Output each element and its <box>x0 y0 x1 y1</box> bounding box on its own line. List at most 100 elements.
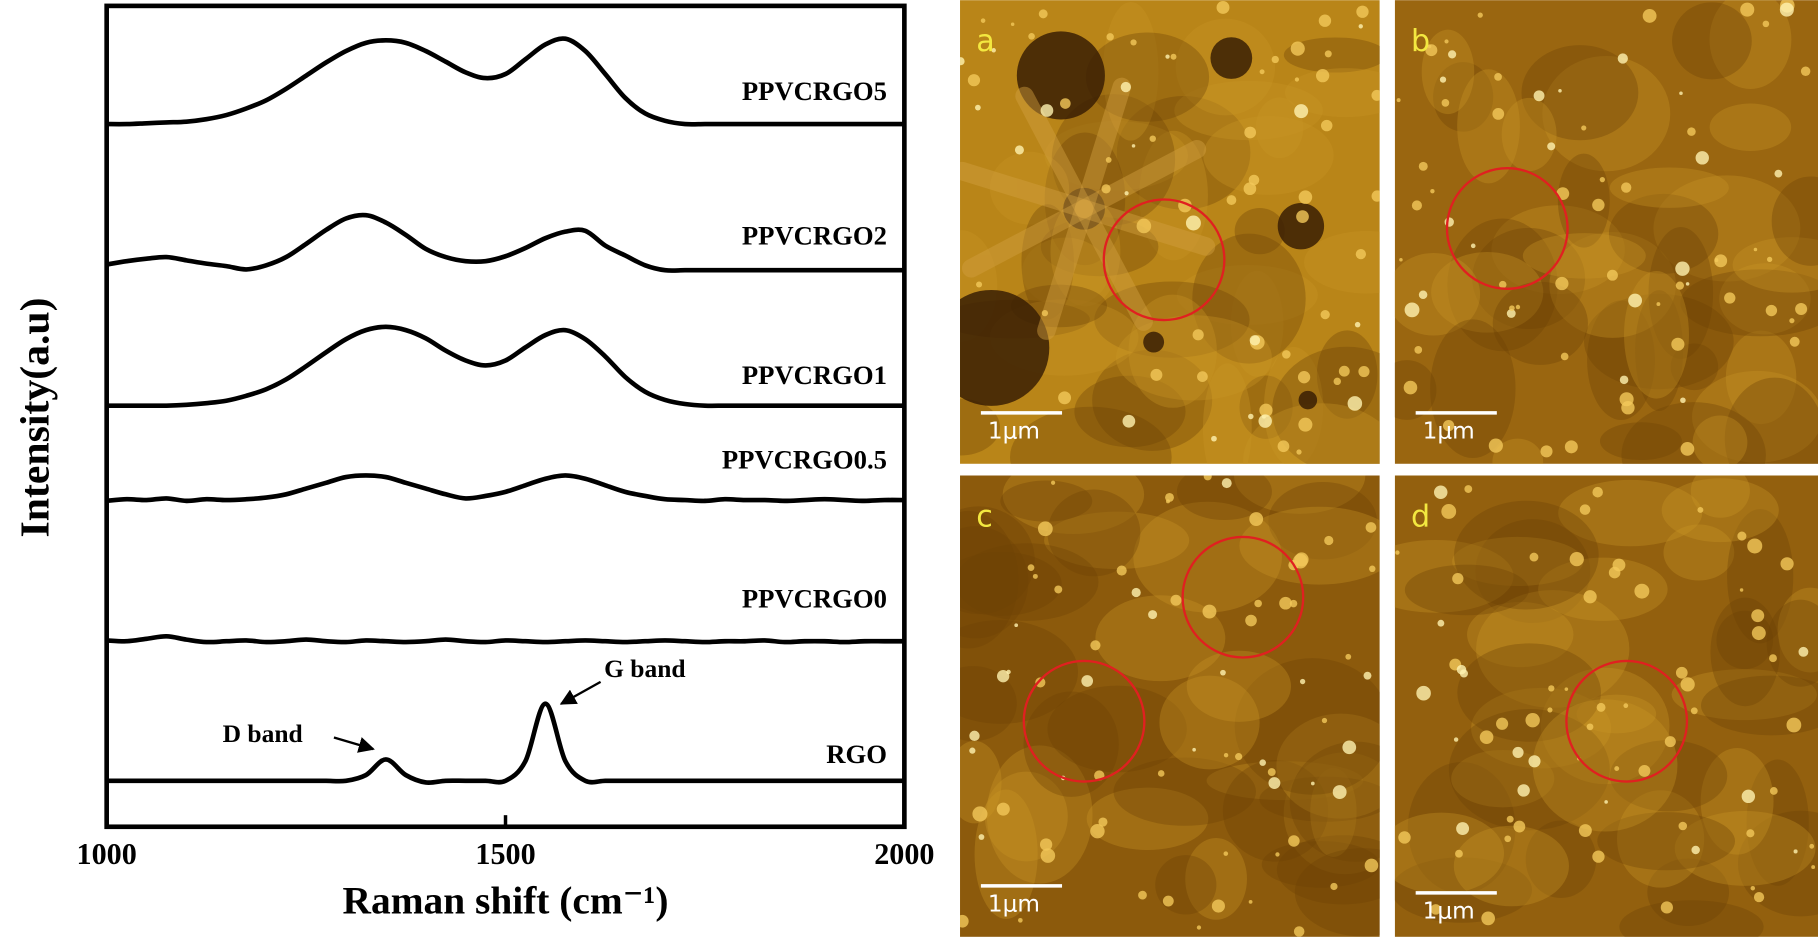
afm-particle <box>969 730 980 742</box>
afm-particle <box>1512 746 1524 758</box>
afm-shade <box>1454 500 1599 610</box>
afm-shade <box>1635 290 1684 412</box>
afm-particle <box>1444 39 1449 44</box>
afm-shade <box>1453 825 1569 907</box>
afm-shade <box>1616 790 1705 888</box>
afm-shade <box>1176 264 1318 326</box>
afm-particle <box>1795 303 1808 316</box>
afm-particle <box>1664 736 1676 748</box>
afm-particle <box>1456 664 1467 675</box>
afm-shade <box>1283 752 1380 875</box>
afm-shade <box>1133 501 1282 613</box>
afm-shade <box>1501 97 1557 172</box>
afm-particle <box>1364 858 1379 873</box>
afm-particle <box>1192 747 1196 752</box>
afm-particle <box>1149 135 1156 142</box>
afm-particle <box>1494 72 1502 81</box>
afm-particle <box>1751 609 1765 623</box>
afm-particle <box>1268 777 1281 789</box>
afm-particle <box>1746 829 1755 838</box>
afm-shade <box>1044 511 1190 570</box>
afm-pit <box>960 289 1050 406</box>
afm-particle <box>1136 218 1152 234</box>
afm-particle <box>1737 531 1747 541</box>
afm-shade <box>1737 810 1818 917</box>
afm-shade <box>1222 760 1329 862</box>
afm-shade <box>1709 103 1792 151</box>
afm-particle <box>1162 895 1174 907</box>
afm-shade <box>1576 694 1657 734</box>
series-label: PPVCRGO0 <box>742 584 887 614</box>
afm-particle <box>1398 831 1411 844</box>
afm-particle <box>1297 371 1311 384</box>
afm-particle <box>1517 784 1530 797</box>
afm-streak <box>1037 199 1094 340</box>
afm-shade <box>1095 595 1226 682</box>
afm-particle <box>978 834 985 840</box>
afm-particle <box>1259 69 1265 75</box>
afm-particle <box>1223 851 1229 856</box>
afm-particle <box>1515 304 1521 310</box>
scale-bar-label: 1μm <box>988 417 1040 444</box>
afm-particle <box>1690 707 1698 715</box>
afm-shade <box>1692 370 1818 463</box>
afm-particle <box>1560 352 1569 361</box>
afm-particle <box>1811 865 1816 870</box>
afm-particle <box>1249 512 1264 526</box>
panel-label: c <box>976 499 993 534</box>
afm-shade <box>1304 230 1380 294</box>
afm-particle <box>1509 305 1515 311</box>
series-label: PPVCRGO5 <box>742 76 887 106</box>
afm-particle <box>1035 677 1046 688</box>
x-tick-label: 2000 <box>874 837 934 871</box>
afm-particle <box>1623 703 1629 709</box>
afm-particle <box>1332 785 1347 800</box>
afm-shade <box>1040 217 1159 277</box>
afm-particle <box>1090 640 1101 651</box>
afm-particle <box>1418 290 1428 300</box>
afm-particle <box>1220 669 1226 676</box>
x-tick-label: 1000 <box>77 837 137 871</box>
afm-particle <box>1321 717 1328 724</box>
afm-shade <box>1540 667 1670 785</box>
afm-shade <box>1549 231 1676 338</box>
afm-particle <box>1296 449 1302 455</box>
afm-particle <box>1248 413 1254 420</box>
afm-particle <box>1358 24 1363 29</box>
afm-particle <box>1780 557 1794 571</box>
afm-particle <box>969 747 976 754</box>
afm-shade <box>1239 506 1380 585</box>
afm-particle <box>1101 184 1111 194</box>
afm-particle <box>1347 396 1363 411</box>
afm-shade <box>1716 610 1774 670</box>
afm-shade <box>1710 597 1780 707</box>
afm-shade <box>1672 2 1752 80</box>
afm-shade <box>1597 812 1736 871</box>
afm-particle <box>1403 380 1418 395</box>
afm-particle <box>1267 768 1276 777</box>
afm-particle <box>1254 599 1262 608</box>
afm-particle <box>991 48 996 53</box>
afm-particle <box>1299 678 1306 685</box>
afm-shade <box>1159 675 1260 770</box>
afm-streak <box>1074 199 1153 331</box>
afm-particle <box>1506 309 1516 318</box>
afm-particle <box>1411 200 1422 211</box>
afm-particle <box>1363 671 1372 680</box>
afm-particle <box>1416 685 1431 701</box>
afm-particle <box>1779 2 1794 17</box>
afm-particle <box>1564 687 1569 691</box>
afm-shade <box>960 740 1002 824</box>
afm-shade <box>1609 167 1729 208</box>
spectrum-line <box>106 212 905 273</box>
afm-particle <box>1290 41 1305 56</box>
afm-shade <box>1203 116 1334 195</box>
afm-particle <box>1279 596 1292 610</box>
afm-particle <box>1680 397 1686 404</box>
afm-shade <box>1074 375 1186 448</box>
afm-particle <box>1148 610 1158 620</box>
afm-particle <box>1498 280 1507 289</box>
afm-particle <box>1456 822 1470 836</box>
afm-particle <box>1464 485 1473 493</box>
afm-shade <box>1492 281 1588 365</box>
